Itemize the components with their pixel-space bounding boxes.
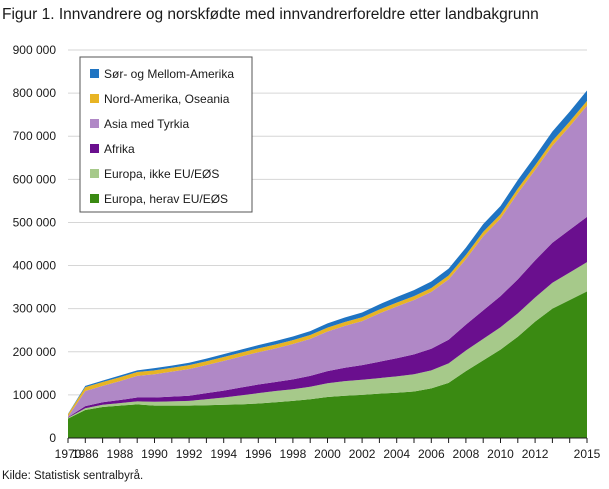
x-tick-label: 1990 [141,447,168,461]
y-tick-label: 100 000 [13,388,57,402]
x-tick-label: 2000 [314,447,341,461]
y-tick-label: 800 000 [13,86,57,100]
legend-label: Europa, herav EU/EØS [104,192,228,206]
legend-label: Nord-Amerika, Oseania [104,92,230,106]
legend-swatch [90,194,99,203]
x-tick-label: 2004 [383,447,410,461]
x-tick-label: 1994 [210,447,237,461]
legend-swatch [90,144,99,153]
x-tick-label: 2002 [349,447,376,461]
legend-label: Sør- og Mellom-Amerika [104,67,234,81]
x-tick-label: 1998 [280,447,307,461]
legend-label: Asia med Tyrkia [104,117,189,131]
axes: 0 100 000 200 000 300 000 400 000 500 000 600 … [13,43,601,461]
legend-label: Europa, ikke EU/EØS [104,167,219,181]
series-areas [68,90,587,438]
area-series-3 [68,105,587,418]
x-tick-label: 1988 [107,447,134,461]
x-tick-label: 2006 [418,447,445,461]
x-tick-label: 2015 [574,447,601,461]
legend-label: Afrika [104,142,135,156]
x-tick-label: 1992 [176,447,203,461]
figure-title: Figur 1. Innvandrere og norskfødte med i… [2,6,539,23]
x-tick-label: 1970 [55,447,82,461]
area-series-1 [68,262,587,419]
legend: Sør- og Mellom-Amerika Nord-Amerika, Osea… [79,56,253,213]
y-tick-label: 600 000 [13,172,57,186]
area-series-2 [68,216,587,418]
x-tick-label: 2010 [487,447,514,461]
y-tick-label: 0 [49,431,56,445]
y-tick-label: 500 000 [13,215,57,229]
y-tick-label: 300 000 [13,302,57,316]
legend-swatch [90,94,99,103]
legend-swatch [90,119,99,128]
x-tick-label: 2008 [453,447,480,461]
legend-swatch [90,169,99,178]
y-tick-label: 700 000 [13,129,57,143]
y-tick-label: 400 000 [13,259,57,273]
x-tick-label: 1986 [72,447,99,461]
y-tick-label: 200 000 [13,345,57,359]
legend-swatch [90,69,99,78]
y-tick-label: 900 000 [13,43,57,57]
area-series-0 [68,291,587,438]
source-note: Kilde: Statistisk sentralbyrå. [2,470,144,482]
legend-box [79,56,253,213]
x-tick-label: 2012 [522,447,549,461]
x-tick-label: 1996 [245,447,272,461]
